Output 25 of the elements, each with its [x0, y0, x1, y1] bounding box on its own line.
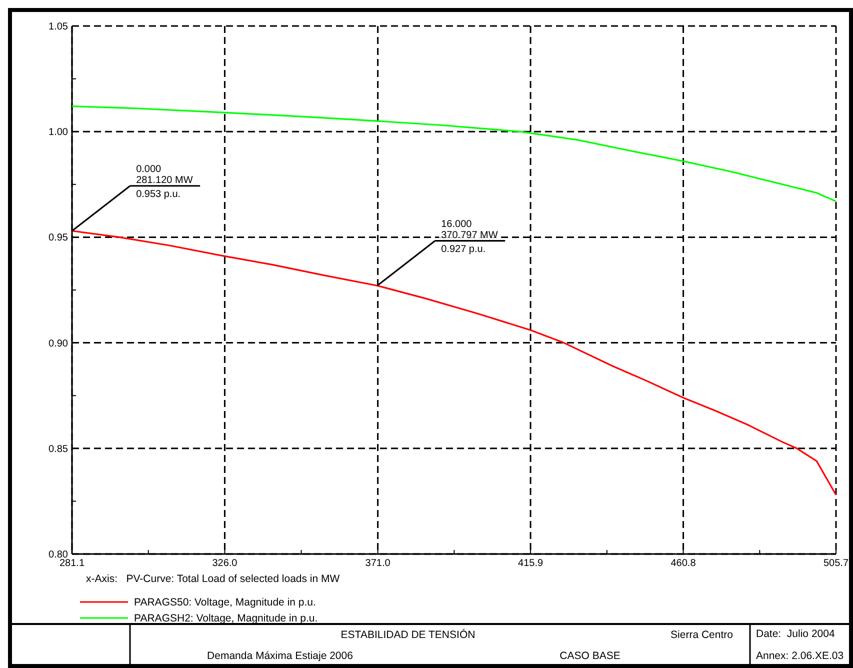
- x-tick-label: 415.9: [518, 558, 544, 569]
- y-tick-label: 1.00: [48, 127, 68, 138]
- y-tick-label: 0.95: [48, 232, 68, 244]
- line-series: [71, 230, 837, 496]
- annotation: 16.000 370.797 MW 0.927 p.u.: [441, 218, 498, 255]
- y-tick-label: 0.85: [48, 444, 68, 455]
- text: Demanda Máxima Estiaje 2006: [207, 650, 354, 662]
- x-tick-label: 371.0: [365, 558, 391, 569]
- text: ESTABILIDAD DE TENSIÓN: [340, 628, 476, 641]
- y-tick-label: 0.80: [48, 550, 68, 560]
- text: Annex: 2.06.XE.03: [756, 650, 844, 662]
- text: CASO BASE: [560, 650, 620, 662]
- x-tick-label: 505.7: [823, 558, 849, 569]
- x-tick-label: 281.1: [59, 558, 85, 569]
- legend-label: PARAGSH2: Voltage, Magnitude in p.u.: [134, 612, 318, 625]
- line-series: [71, 105, 837, 202]
- text: Sierra Centro: [670, 629, 734, 641]
- y-tick-label: 1.05: [48, 22, 68, 32]
- text: Date: Julio 2004: [756, 628, 835, 640]
- x-tick-label: 460.8: [670, 558, 696, 569]
- x-tick-label: 326.0: [212, 558, 238, 569]
- legend-label: PARAGS50: Voltage, Magnitude in p.u.: [134, 596, 316, 609]
- annotation: 0.000 281.120 MW 0.953 p.u.: [136, 164, 194, 200]
- y-tick-label: 0.90: [48, 338, 68, 350]
- x-axis-title: x-Axis: PV-Curve: Total Load of selected loads in MW: [86, 573, 340, 585]
